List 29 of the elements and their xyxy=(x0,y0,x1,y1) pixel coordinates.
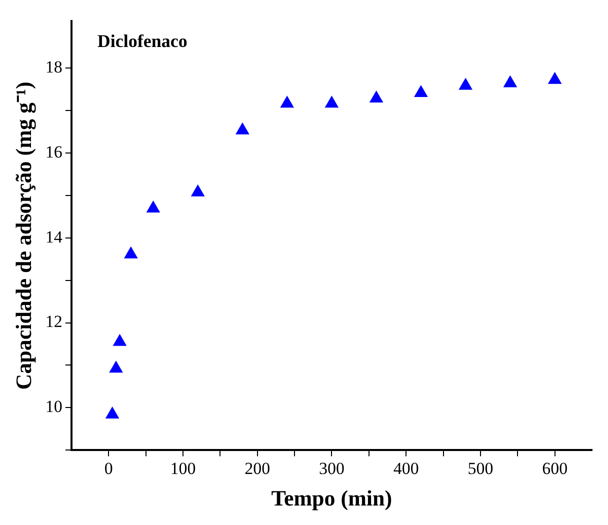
x-tick-label: 600 xyxy=(542,458,568,478)
point xyxy=(459,78,472,90)
x-tick-label: 200 xyxy=(244,458,270,478)
point xyxy=(414,85,428,97)
point xyxy=(370,91,383,103)
point xyxy=(191,184,204,196)
point xyxy=(146,201,160,213)
y-tick-label: 12 xyxy=(45,312,62,332)
x-tick-label: 100 xyxy=(170,458,196,478)
point xyxy=(236,122,250,134)
y-tick-label: 10 xyxy=(45,397,62,416)
x-axis-title: Tempo (min) xyxy=(271,485,392,510)
point xyxy=(325,96,338,108)
point xyxy=(280,96,294,108)
y-axis-title: Capacidade de adsorção (mg g⁻¹) xyxy=(10,82,36,390)
x-tick-label: 0 xyxy=(104,458,113,478)
point xyxy=(113,334,126,346)
x-tick-label: 400 xyxy=(393,458,419,478)
point xyxy=(548,72,562,84)
x-tick-label: 300 xyxy=(318,458,344,478)
annotation: Diclofenaco xyxy=(97,30,188,51)
y-tick-label: 14 xyxy=(45,227,63,246)
point xyxy=(106,407,119,419)
x-tick-label: 500 xyxy=(468,458,494,478)
point xyxy=(124,246,138,258)
y-tick-label: 18 xyxy=(45,57,62,76)
y-tick-label: 16 xyxy=(45,142,62,162)
point xyxy=(109,361,123,373)
point xyxy=(504,76,517,88)
